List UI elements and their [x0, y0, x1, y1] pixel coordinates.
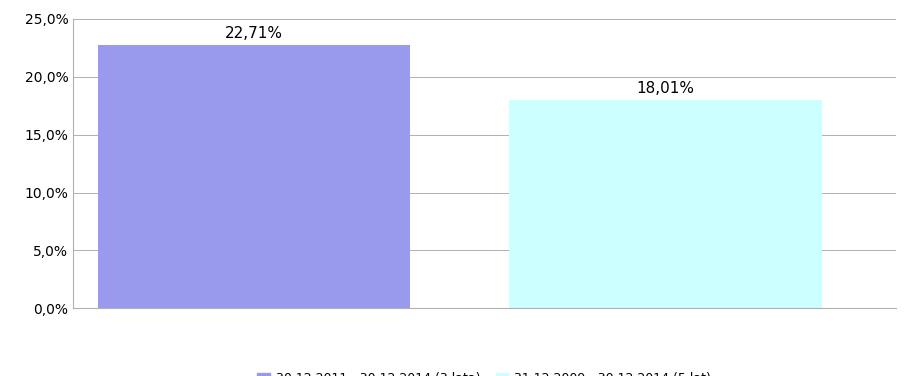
Text: 22,71%: 22,71%	[225, 26, 283, 41]
Text: 18,01%: 18,01%	[636, 81, 695, 96]
Bar	[98, 45, 410, 308]
Bar	[509, 100, 822, 308]
Legend: 30.12.2011 - 30.12.2014 (3 lata), 31.12.2009 - 30.12.2014 (5 lat): 30.12.2011 - 30.12.2014 (3 lata), 31.12.…	[254, 368, 715, 376]
